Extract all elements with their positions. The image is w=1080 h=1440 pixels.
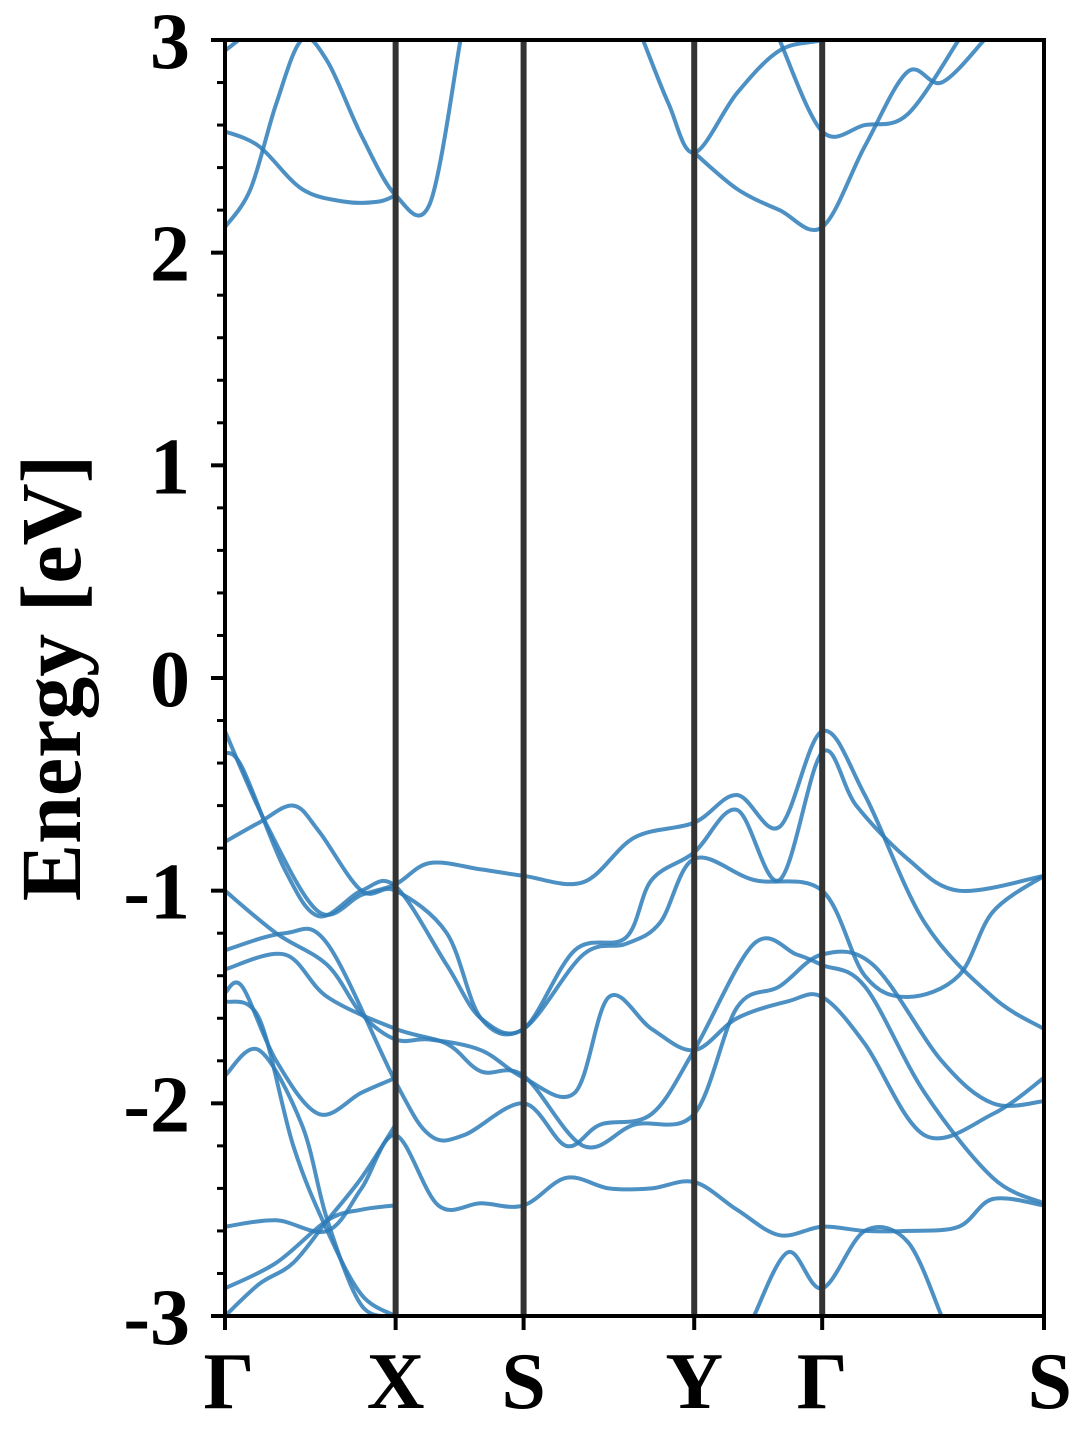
y-tick-label: 3	[150, 0, 190, 86]
high-symmetry-lines	[392, 40, 826, 1316]
x-tick-label: S	[1028, 1338, 1073, 1426]
y-tick-label: 2	[150, 211, 190, 299]
band-line-6	[225, 949, 1044, 1150]
x-tick-label: Y	[665, 1338, 723, 1426]
band-line-19	[777, 40, 961, 139]
y-axis: -3 -2 -1 0 1 2 3	[123, 0, 225, 1362]
band-lines	[225, 40, 1044, 1316]
y-tick-label: -2	[123, 1061, 190, 1149]
band-line-5	[225, 926, 1044, 1206]
band-line-8	[225, 999, 398, 1316]
x-tick-label: X	[367, 1338, 425, 1426]
band-line-14	[225, 40, 463, 230]
band-line-7	[225, 980, 398, 1117]
band-line-16	[225, 40, 242, 53]
band-line-12	[225, 1122, 398, 1316]
band-line-10	[225, 1133, 1044, 1238]
band-line-15	[225, 129, 398, 205]
band-line-11	[225, 1203, 398, 1291]
band-line-13	[751, 1225, 944, 1316]
y-tick-label: -1	[123, 849, 190, 937]
band-line-2	[225, 748, 1044, 1036]
band-line-9	[225, 1046, 398, 1316]
x-tick-label: S	[501, 1338, 546, 1426]
x-tick-label: Γ	[204, 1338, 255, 1426]
y-tick-label: 1	[150, 423, 190, 511]
y-axis-label: Energy [eV]	[3, 455, 99, 902]
y-tick-label: -3	[123, 1274, 190, 1362]
x-tick-label: Γ	[797, 1338, 848, 1426]
y-tick-label: 0	[150, 636, 190, 724]
band-line-17	[641, 40, 978, 155]
band-line-18	[692, 40, 987, 232]
